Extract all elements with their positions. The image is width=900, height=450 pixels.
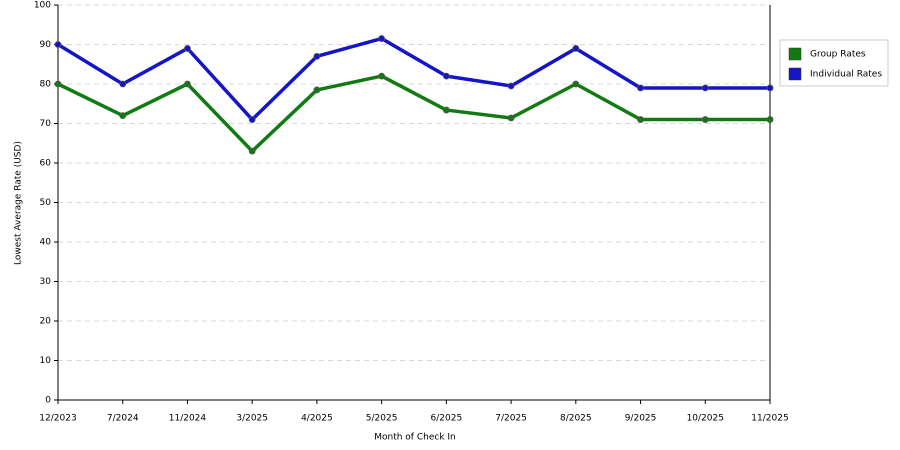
y-axis-label: Lowest Average Rate (USD): [14, 141, 24, 265]
y-tick-label: 10: [40, 356, 52, 366]
series-line: [57, 36, 770, 122]
y-tick-label: 90: [40, 40, 52, 50]
x-tick-label: 4/2025: [301, 414, 333, 424]
y-tick-label: 40: [40, 238, 52, 248]
point: [637, 116, 644, 123]
x-tick-label: 12/2023: [39, 414, 76, 424]
point: [637, 84, 644, 92]
point: [507, 114, 515, 122]
point: [442, 72, 450, 80]
x-tick-label: 6/2025: [431, 414, 463, 424]
point: [766, 84, 774, 92]
point: [119, 80, 127, 88]
point: [378, 72, 386, 80]
legend-label: Individual Rates: [810, 70, 882, 80]
point: [572, 45, 580, 52]
x-tick-label: 9/2025: [625, 414, 657, 424]
legend-box: [779, 39, 889, 87]
y-tick-label: 0: [45, 396, 51, 406]
point: [572, 80, 580, 88]
point: [378, 35, 386, 42]
y-tick-label: 30: [40, 277, 52, 287]
point: [248, 116, 256, 123]
point: [507, 82, 515, 90]
y-tick-label: 20: [40, 317, 52, 327]
point: [54, 80, 62, 88]
point: [248, 147, 256, 155]
point: [701, 116, 709, 123]
legend-swatch: [788, 47, 802, 61]
x-tick-label: 11/2025: [751, 414, 788, 424]
point: [313, 52, 321, 60]
y-tick-label: 60: [40, 159, 52, 169]
y-tick-label: 100: [34, 1, 51, 11]
x-tick-label: 7/2024: [107, 414, 139, 424]
x-tick-label: 7/2025: [495, 414, 527, 424]
x-tick-label: 3/2025: [236, 414, 268, 424]
x-axis-label: Month of Check In: [374, 433, 456, 443]
point: [442, 106, 450, 114]
x-tick-label: 11/2024: [169, 414, 207, 424]
point: [184, 80, 191, 88]
series-line: [57, 74, 770, 153]
legend-swatch: [788, 67, 802, 81]
point: [701, 84, 709, 92]
point: [184, 45, 191, 52]
x-tick-label: 5/2025: [366, 414, 398, 424]
legend-label: Group Rates: [810, 50, 866, 60]
point: [313, 86, 321, 94]
x-tick-label: 8/2025: [560, 414, 592, 424]
point: [119, 112, 127, 119]
y-tick-label: 50: [40, 198, 52, 208]
y-tick-label: 80: [40, 80, 52, 90]
point: [766, 116, 774, 123]
x-tick-label: 10/2025: [687, 414, 724, 424]
point: [54, 41, 62, 48]
y-tick-label: 70: [40, 119, 52, 129]
